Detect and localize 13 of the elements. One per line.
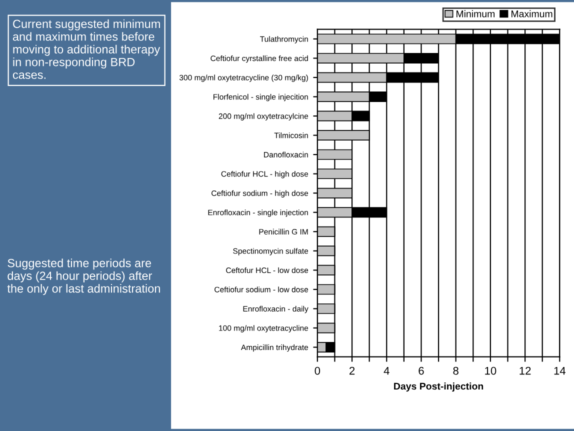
- x-tick-label: 0: [314, 366, 320, 375]
- legend-label: Minimum: [456, 10, 495, 18]
- x-tick-label: 14: [554, 367, 566, 375]
- x-axis-title: Days Post-injection: [394, 382, 484, 392]
- legend-label: Maximum: [512, 10, 552, 18]
- x-tick-label: 4: [384, 367, 390, 375]
- text: Suggested time periods are days (24 hour periods) after the only or last administration: [7, 258, 160, 296]
- text: Current suggested minimum and maximum times before moving to additional therapy in non-responding BRD cases.: [12, 19, 160, 79]
- x-tick-label: 10: [485, 366, 496, 375]
- x-tick-label: 8: [453, 366, 458, 375]
- x-tick-label: 2: [349, 366, 355, 375]
- x-tick-label: 6: [418, 366, 424, 375]
- x-tick-label: 12: [520, 366, 531, 375]
